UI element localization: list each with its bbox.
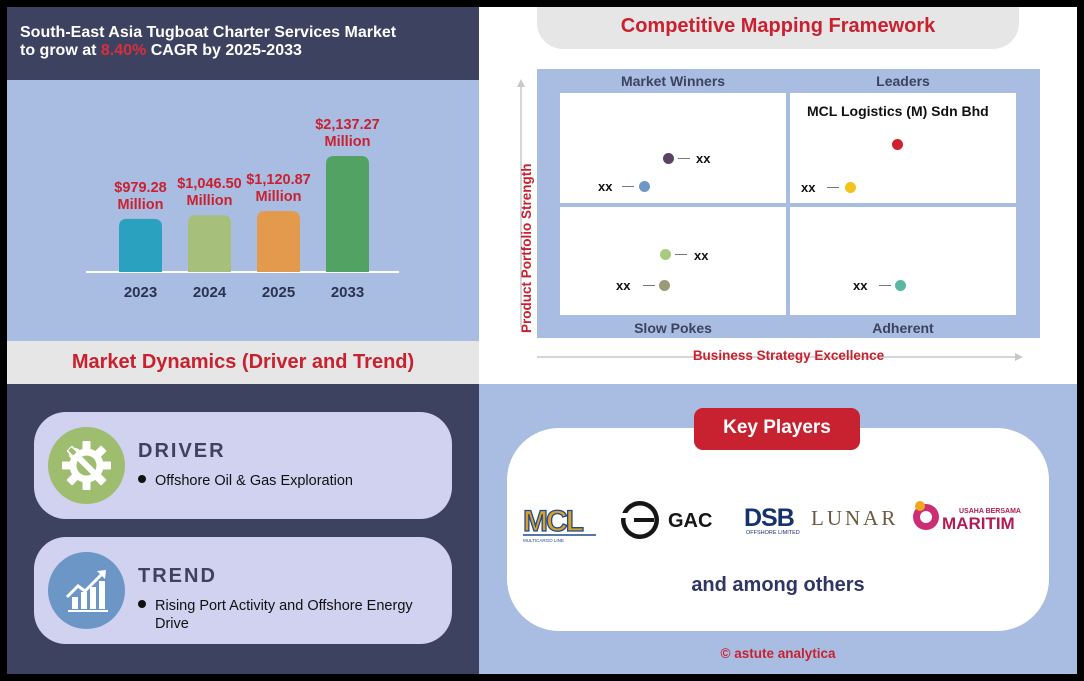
x-tick-label: 2023 bbox=[124, 284, 157, 301]
mcl-logo-subtext: MULTICARGO LINE bbox=[523, 538, 564, 543]
cagr-value: 8.40% bbox=[100, 42, 147, 59]
trend-title: TREND bbox=[138, 565, 217, 587]
bar-2023 bbox=[119, 218, 162, 272]
dsb-logo: DSB OFFSHORE LIMITED bbox=[744, 504, 800, 536]
point-label-1: xx bbox=[696, 151, 711, 166]
bullet-icon bbox=[138, 475, 146, 484]
trend-icon-circle bbox=[48, 552, 125, 629]
growth-chart-icon bbox=[65, 570, 108, 612]
bar-value-label: $1,046.50 bbox=[177, 176, 242, 192]
competitive-mapping-title: Competitive Mapping Framework bbox=[537, 7, 1019, 49]
market-dynamics-title: Market Dynamics (Driver and Trend) bbox=[7, 341, 479, 384]
headline-line-1: South-East Asia Tugboat Charter Services… bbox=[20, 24, 397, 41]
quadrant-slow-pokes bbox=[560, 207, 786, 315]
bullet-icon bbox=[138, 600, 146, 609]
key-players-panel: Key Players MCL MULTICARGO LINE GAC DSB … bbox=[479, 384, 1077, 674]
point-connector bbox=[827, 187, 839, 188]
quadrant-leaders bbox=[790, 93, 1016, 203]
driver-title: DRIVER bbox=[138, 440, 226, 462]
trend-card: TREND Rising Port Activity and Offshore … bbox=[34, 537, 452, 644]
market-size-bar-chart: $979.28Million2023$1,046.50Million2024$1… bbox=[86, 117, 399, 301]
x-tick-label: 2033 bbox=[331, 284, 364, 301]
driver-text: Offshore Oil & Gas Exploration bbox=[138, 472, 418, 490]
key-players-title: Key Players bbox=[694, 408, 860, 450]
point-label-4: xx bbox=[801, 180, 816, 195]
headline-suffix: CAGR by 2025-2033 bbox=[146, 42, 302, 59]
market-size-chart-panel: $979.28 Million 2023 $1,046.50 Million 2024 $1… bbox=[7, 80, 479, 341]
map-point-4 bbox=[845, 182, 856, 193]
x-axis-arrow-head bbox=[1015, 353, 1023, 361]
competitive-matrix: Market Winners Leaders Slow Pokes Adhere… bbox=[537, 69, 1040, 338]
bar-value-label: $979.28 bbox=[114, 180, 166, 196]
point-label-5: xx bbox=[694, 248, 709, 263]
key-players-card bbox=[507, 428, 1049, 631]
bar-unit-label: Million bbox=[325, 134, 371, 150]
label-market-winners: Market Winners bbox=[620, 73, 726, 89]
bar-2024 bbox=[188, 215, 231, 272]
map-point-2 bbox=[639, 181, 650, 192]
driver-card: DRIVER Offshore Oil & Gas Exploration bbox=[34, 412, 452, 519]
driver-text-value: Offshore Oil & Gas Exploration bbox=[155, 473, 353, 489]
point-connector bbox=[622, 186, 634, 187]
maritim-logo: USAHA BERSAMA MARITIM bbox=[913, 501, 1021, 533]
axis-arrows bbox=[517, 79, 1023, 361]
driver-icon-circle bbox=[48, 427, 125, 504]
bar-2033 bbox=[326, 156, 369, 272]
and-among-others-text: and among others bbox=[691, 574, 865, 596]
point-label-6: xx bbox=[616, 278, 631, 293]
point-connector bbox=[879, 285, 891, 286]
bar-unit-label: Million bbox=[187, 193, 233, 209]
copyright-text: © astute analytica bbox=[720, 646, 836, 661]
x-tick-label: 2024 bbox=[193, 284, 227, 301]
map-point-1 bbox=[663, 153, 674, 164]
point-connector bbox=[678, 158, 690, 159]
maritim-logo-subtext: USAHA BERSAMA bbox=[959, 508, 1021, 515]
map-point-3 bbox=[892, 139, 903, 150]
bar-value-label: $2,137.27 bbox=[315, 117, 380, 133]
x-tick-label: 2025 bbox=[262, 284, 295, 301]
infographic: South-East Asia Tugboat Charter Services… bbox=[7, 7, 1077, 674]
point-connector bbox=[643, 285, 655, 286]
label-adherent: Adherent bbox=[872, 320, 934, 336]
market-dynamics-panel: DRIVER Offshore Oil & Gas Exploration bbox=[7, 384, 479, 674]
map-point-6 bbox=[659, 280, 670, 291]
company-logos: MCL MULTICARGO LINE GAC DSB OFFSHORE LIM… bbox=[522, 501, 1021, 543]
point-label-7: xx bbox=[853, 278, 868, 293]
bar-unit-label: Million bbox=[118, 197, 164, 213]
gac-logo: GAC bbox=[620, 501, 712, 539]
x-axis-label: Business Strategy Excellence bbox=[692, 348, 885, 363]
bar-value-label: $1,120.87 bbox=[246, 172, 311, 188]
headline-line-2: to grow at 8.40% CAGR by 2025-2033 bbox=[20, 42, 479, 60]
bar-unit-label: Million bbox=[256, 189, 302, 205]
point-connector bbox=[675, 254, 687, 255]
y-axis-label: Product Portfolio Strength bbox=[519, 163, 534, 334]
dsb-logo-subtext: OFFSHORE LIMITED bbox=[746, 530, 800, 536]
headline-prefix: to grow at bbox=[20, 42, 101, 59]
trend-text: Rising Port Activity and Offshore Energy… bbox=[138, 597, 418, 633]
mcl-logo-text: MCL bbox=[523, 505, 584, 538]
market-headline: South-East Asia Tugboat Charter Services… bbox=[7, 7, 479, 80]
maritim-logo-text: MARITIM bbox=[942, 514, 1015, 533]
quadrant-market-winners bbox=[560, 93, 786, 203]
lunar-logo: LUNAR bbox=[811, 506, 898, 530]
gac-logo-text: GAC bbox=[668, 510, 712, 532]
label-leaders: Leaders bbox=[876, 73, 930, 89]
label-slow-pokes: Slow Pokes bbox=[634, 320, 712, 336]
mcl-logo: MCL MULTICARGO LINE bbox=[522, 504, 596, 543]
gear-wrench-icon bbox=[62, 441, 111, 490]
leader-company-name: MCL Logistics (M) Sdn Bhd bbox=[807, 103, 989, 119]
dsb-logo-text: DSB bbox=[744, 504, 794, 532]
trend-text-value: Rising Port Activity and Offshore Energy… bbox=[155, 598, 413, 632]
bar-2025 bbox=[257, 211, 300, 272]
map-point-5 bbox=[660, 249, 671, 260]
quadrant-adherent bbox=[790, 207, 1016, 315]
map-point-7 bbox=[895, 280, 906, 291]
y-axis-arrow-head bbox=[517, 79, 525, 87]
point-label-2: xx bbox=[598, 179, 613, 194]
